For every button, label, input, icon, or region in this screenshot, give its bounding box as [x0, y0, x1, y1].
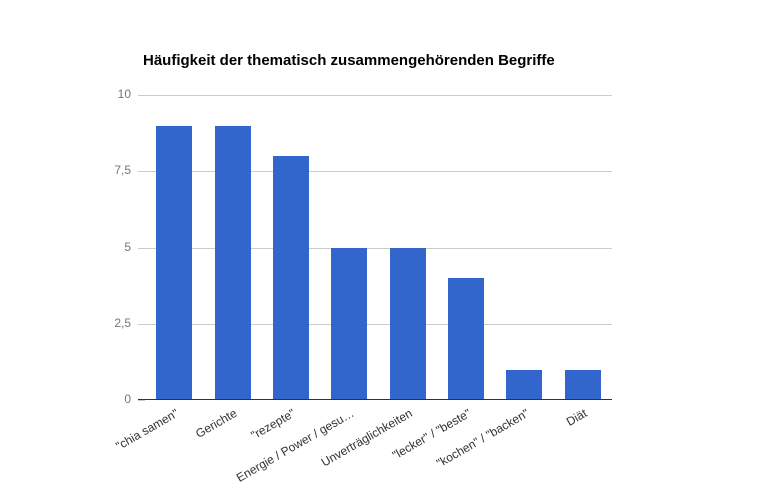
y-axis-tick: [138, 95, 145, 96]
bar[interactable]: [214, 125, 251, 399]
gridline: [145, 247, 612, 249]
gridline: [145, 323, 612, 325]
bar[interactable]: [331, 247, 368, 399]
y-axis-label: 0: [124, 392, 131, 406]
x-axis-label: Gerichte: [193, 406, 240, 441]
chart-title: Häufigkeit der thematisch zusammengehöre…: [143, 52, 555, 69]
plot-area: [138, 95, 612, 401]
y-axis-label: 10: [117, 87, 131, 101]
x-axis-label: "chia samen": [113, 406, 182, 454]
y-axis-tick: [138, 171, 145, 173]
bar[interactable]: [448, 278, 485, 399]
y-axis-tick: [138, 323, 145, 325]
x-axis-label: "rezepte": [248, 406, 298, 443]
y-axis-tick: [138, 247, 145, 249]
y-axis-label: 7,5: [114, 163, 131, 178]
x-axis-label: Diät: [564, 406, 590, 429]
x-axis-line: [138, 399, 612, 400]
bar[interactable]: [156, 125, 193, 399]
gridline: [145, 95, 612, 96]
gridline: [145, 171, 612, 173]
bar[interactable]: [272, 156, 309, 399]
y-axis-label: 5: [124, 239, 131, 254]
bar[interactable]: [389, 247, 426, 399]
bar[interactable]: [506, 369, 543, 399]
bar[interactable]: [564, 369, 601, 399]
y-axis-tick: [138, 400, 145, 401]
y-axis-label: 2,5: [114, 315, 131, 330]
